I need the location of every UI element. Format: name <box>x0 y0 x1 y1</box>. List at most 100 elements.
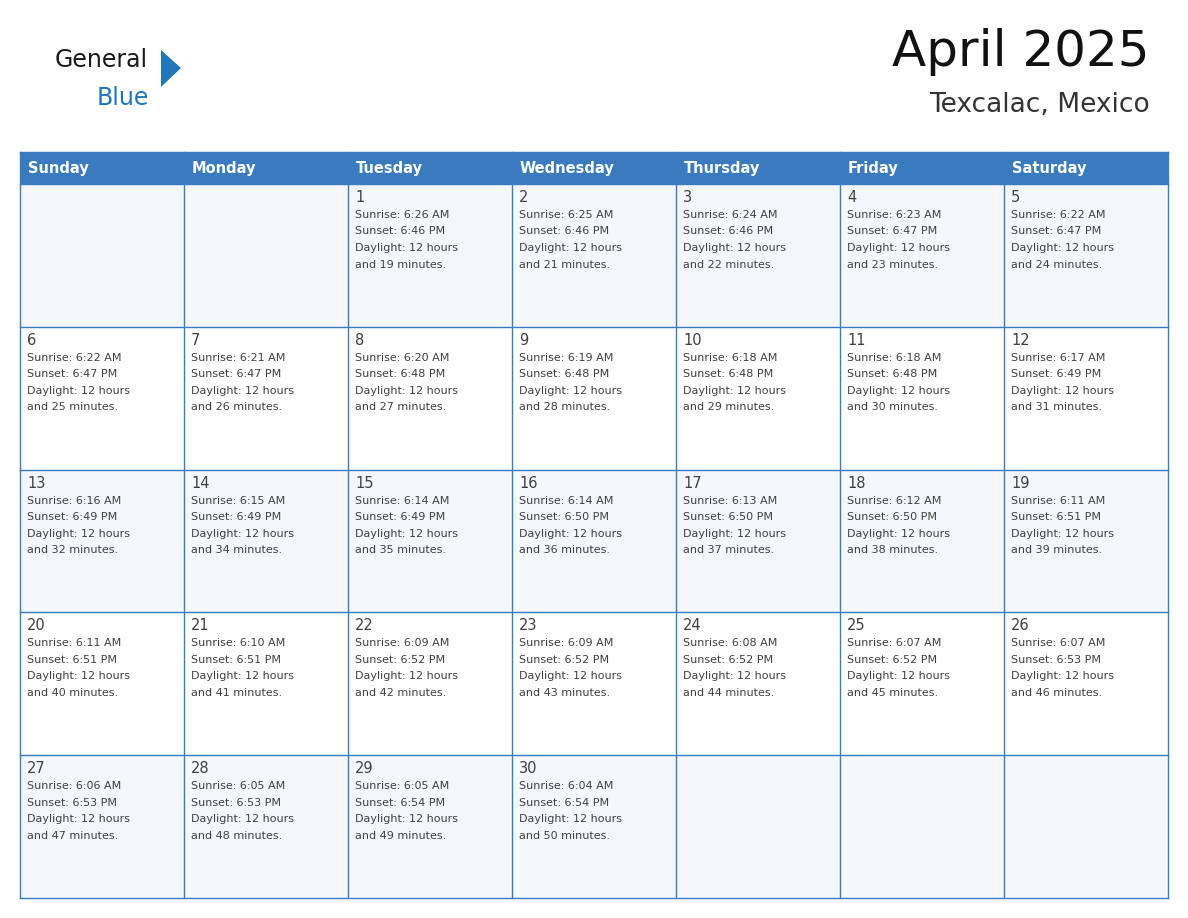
Bar <box>512 327 676 470</box>
Text: 30: 30 <box>519 761 537 777</box>
Text: and 26 minutes.: and 26 minutes. <box>191 402 282 412</box>
Text: 13: 13 <box>27 476 45 490</box>
Text: and 31 minutes.: and 31 minutes. <box>1011 402 1102 412</box>
Text: 23: 23 <box>519 619 537 633</box>
Text: and 42 minutes.: and 42 minutes. <box>355 688 447 698</box>
Bar <box>512 756 676 898</box>
Text: 16: 16 <box>519 476 537 490</box>
Bar <box>512 184 676 327</box>
Bar <box>1004 756 1168 898</box>
Text: Wednesday: Wednesday <box>520 161 614 175</box>
Text: Daylight: 12 hours: Daylight: 12 hours <box>191 386 293 396</box>
Text: Daylight: 12 hours: Daylight: 12 hours <box>27 671 129 681</box>
Bar <box>512 470 676 612</box>
Text: Sunset: 6:50 PM: Sunset: 6:50 PM <box>847 512 937 522</box>
Text: Sunset: 6:46 PM: Sunset: 6:46 PM <box>683 227 773 237</box>
Text: Sunrise: 6:14 AM: Sunrise: 6:14 AM <box>519 496 613 506</box>
Text: and 28 minutes.: and 28 minutes. <box>519 402 611 412</box>
Text: and 43 minutes.: and 43 minutes. <box>519 688 611 698</box>
Bar <box>840 327 1004 470</box>
Text: and 19 minutes.: and 19 minutes. <box>355 260 447 270</box>
Text: Daylight: 12 hours: Daylight: 12 hours <box>519 386 623 396</box>
Text: Friday: Friday <box>848 161 899 175</box>
Text: and 50 minutes.: and 50 minutes. <box>519 831 609 841</box>
Text: Sunrise: 6:11 AM: Sunrise: 6:11 AM <box>1011 496 1105 506</box>
Text: Sunset: 6:48 PM: Sunset: 6:48 PM <box>683 369 773 379</box>
Text: Sunset: 6:52 PM: Sunset: 6:52 PM <box>519 655 609 665</box>
Text: 8: 8 <box>355 333 365 348</box>
Text: Sunrise: 6:12 AM: Sunrise: 6:12 AM <box>847 496 941 506</box>
Text: Daylight: 12 hours: Daylight: 12 hours <box>847 386 950 396</box>
Text: and 34 minutes.: and 34 minutes. <box>191 545 282 555</box>
Text: 4: 4 <box>847 190 857 205</box>
Text: Tuesday: Tuesday <box>356 161 423 175</box>
Text: Sunset: 6:46 PM: Sunset: 6:46 PM <box>519 227 609 237</box>
Text: Daylight: 12 hours: Daylight: 12 hours <box>27 529 129 539</box>
Text: 26: 26 <box>1011 619 1030 633</box>
Text: Sunset: 6:51 PM: Sunset: 6:51 PM <box>191 655 282 665</box>
Text: Sunrise: 6:07 AM: Sunrise: 6:07 AM <box>847 638 941 648</box>
Bar <box>676 184 840 327</box>
Text: Texcalac, Mexico: Texcalac, Mexico <box>929 92 1150 118</box>
Text: and 22 minutes.: and 22 minutes. <box>683 260 775 270</box>
Text: Sunset: 6:53 PM: Sunset: 6:53 PM <box>27 798 116 808</box>
Text: Sunrise: 6:08 AM: Sunrise: 6:08 AM <box>683 638 777 648</box>
Text: 11: 11 <box>847 333 866 348</box>
Bar <box>20 470 184 612</box>
Bar <box>840 184 1004 327</box>
Text: Sunset: 6:47 PM: Sunset: 6:47 PM <box>27 369 118 379</box>
Bar <box>676 756 840 898</box>
Text: Sunrise: 6:05 AM: Sunrise: 6:05 AM <box>355 781 449 791</box>
Text: 24: 24 <box>683 619 702 633</box>
Text: Daylight: 12 hours: Daylight: 12 hours <box>355 243 459 253</box>
Text: Sunrise: 6:14 AM: Sunrise: 6:14 AM <box>355 496 449 506</box>
Bar <box>348 327 512 470</box>
Text: Sunrise: 6:20 AM: Sunrise: 6:20 AM <box>355 353 449 363</box>
Bar <box>1004 470 1168 612</box>
Text: Sunset: 6:48 PM: Sunset: 6:48 PM <box>355 369 446 379</box>
Text: and 45 minutes.: and 45 minutes. <box>847 688 939 698</box>
Text: Daylight: 12 hours: Daylight: 12 hours <box>1011 386 1114 396</box>
Text: 28: 28 <box>191 761 209 777</box>
Text: Sunrise: 6:17 AM: Sunrise: 6:17 AM <box>1011 353 1105 363</box>
Text: 15: 15 <box>355 476 373 490</box>
Text: Sunrise: 6:16 AM: Sunrise: 6:16 AM <box>27 496 121 506</box>
Text: and 24 minutes.: and 24 minutes. <box>1011 260 1102 270</box>
Text: Sunrise: 6:15 AM: Sunrise: 6:15 AM <box>191 496 285 506</box>
Bar <box>184 470 348 612</box>
Text: Daylight: 12 hours: Daylight: 12 hours <box>519 671 623 681</box>
Text: Sunset: 6:47 PM: Sunset: 6:47 PM <box>1011 227 1101 237</box>
Text: Daylight: 12 hours: Daylight: 12 hours <box>1011 529 1114 539</box>
Text: Sunset: 6:54 PM: Sunset: 6:54 PM <box>519 798 609 808</box>
Text: Sunset: 6:48 PM: Sunset: 6:48 PM <box>519 369 609 379</box>
Text: 14: 14 <box>191 476 209 490</box>
Bar <box>1004 612 1168 756</box>
Text: and 47 minutes.: and 47 minutes. <box>27 831 119 841</box>
Text: and 32 minutes.: and 32 minutes. <box>27 545 118 555</box>
Bar <box>840 470 1004 612</box>
Text: and 23 minutes.: and 23 minutes. <box>847 260 939 270</box>
Polygon shape <box>162 50 181 87</box>
Text: 7: 7 <box>191 333 201 348</box>
Text: Sunrise: 6:25 AM: Sunrise: 6:25 AM <box>519 210 613 220</box>
Text: Daylight: 12 hours: Daylight: 12 hours <box>27 814 129 824</box>
Text: and 49 minutes.: and 49 minutes. <box>355 831 447 841</box>
Text: Sunset: 6:50 PM: Sunset: 6:50 PM <box>683 512 773 522</box>
Text: Sunrise: 6:13 AM: Sunrise: 6:13 AM <box>683 496 777 506</box>
Text: 25: 25 <box>847 619 866 633</box>
Text: Blue: Blue <box>97 86 150 110</box>
Text: Sunrise: 6:26 AM: Sunrise: 6:26 AM <box>355 210 449 220</box>
Text: Daylight: 12 hours: Daylight: 12 hours <box>1011 243 1114 253</box>
Text: 12: 12 <box>1011 333 1030 348</box>
Text: 5: 5 <box>1011 190 1020 205</box>
Text: Sunset: 6:48 PM: Sunset: 6:48 PM <box>847 369 937 379</box>
Text: 19: 19 <box>1011 476 1030 490</box>
Text: Sunset: 6:46 PM: Sunset: 6:46 PM <box>355 227 446 237</box>
Text: Daylight: 12 hours: Daylight: 12 hours <box>1011 671 1114 681</box>
Bar <box>348 470 512 612</box>
Text: and 27 minutes.: and 27 minutes. <box>355 402 447 412</box>
Text: Daylight: 12 hours: Daylight: 12 hours <box>355 529 459 539</box>
Text: Sunset: 6:47 PM: Sunset: 6:47 PM <box>847 227 937 237</box>
Text: Sunrise: 6:05 AM: Sunrise: 6:05 AM <box>191 781 285 791</box>
Text: and 48 minutes.: and 48 minutes. <box>191 831 283 841</box>
